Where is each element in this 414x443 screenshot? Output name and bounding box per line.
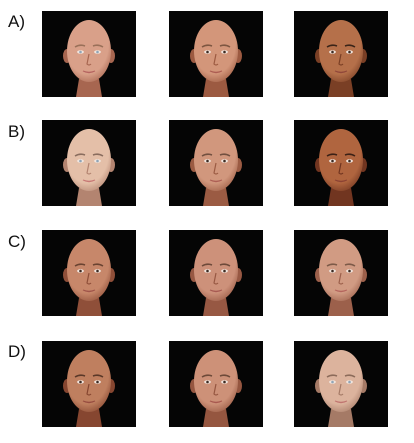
face-image-b-1: [42, 120, 136, 206]
face-image-c-2: [169, 230, 263, 316]
face-image-b-3: [294, 120, 388, 206]
face-image-d-2: [169, 341, 263, 427]
face-image-a-1: [42, 11, 136, 97]
face-image-a-3: [294, 11, 388, 97]
row-label-c: C): [8, 232, 26, 251]
row-label-b: B): [8, 122, 25, 141]
face-image-d-3: [294, 341, 388, 427]
face-image-c-1: [42, 230, 136, 316]
row-label-d: D): [8, 342, 26, 361]
face-image-b-2: [169, 120, 263, 206]
face-image-a-2: [169, 11, 263, 97]
row-label-a: A): [8, 12, 25, 31]
face-image-c-3: [294, 230, 388, 316]
face-image-d-1: [42, 341, 136, 427]
